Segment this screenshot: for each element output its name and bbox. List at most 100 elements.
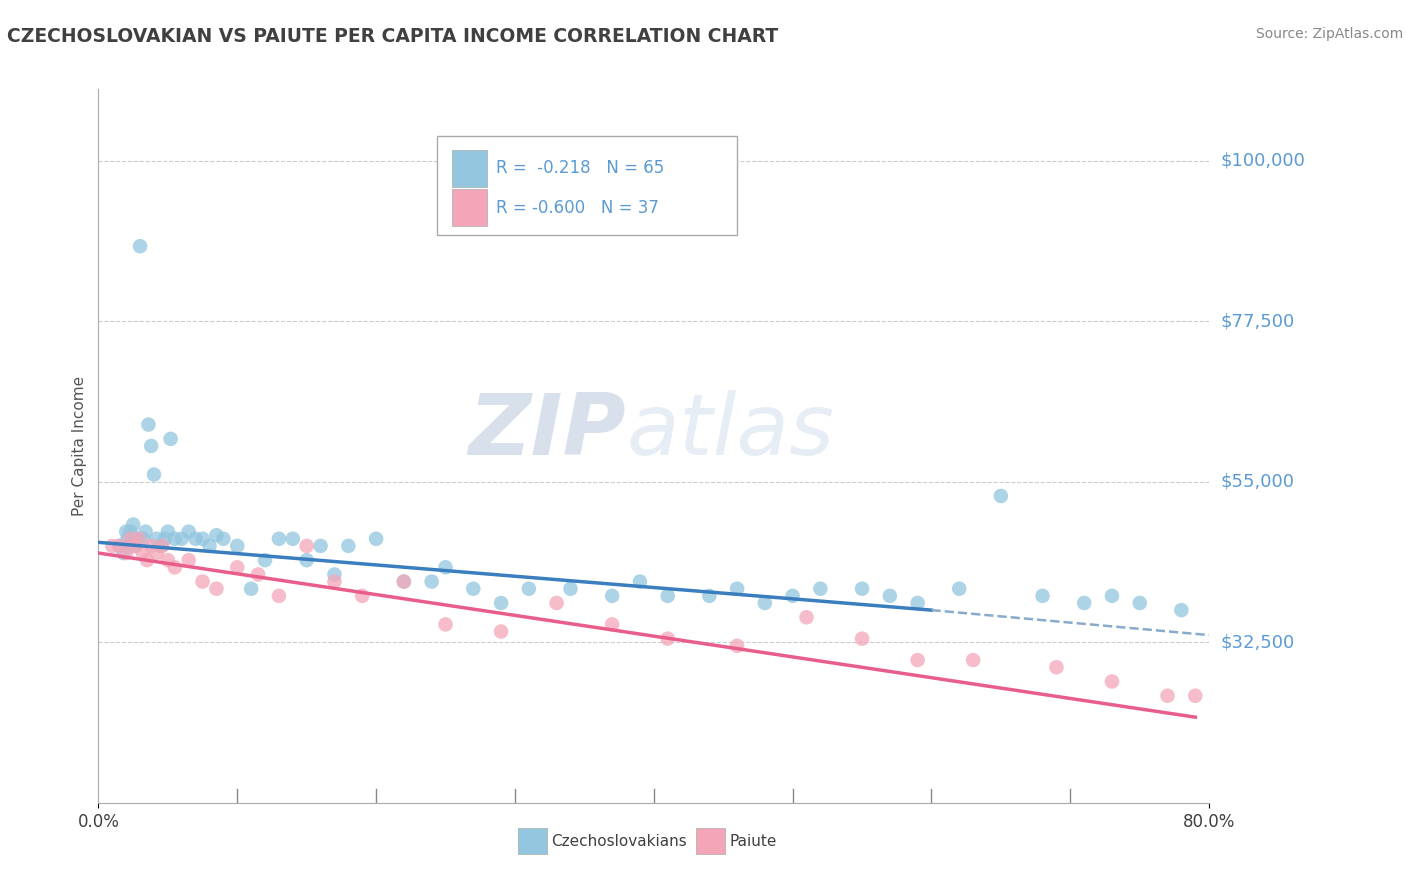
Point [1101, 674, 1123, 689]
Point [657, 632, 679, 646]
Point [1129, 596, 1152, 610]
Point [115, 524, 138, 539]
Point [125, 539, 148, 553]
Point [352, 589, 374, 603]
Text: CZECHOSLOVAKIAN VS PAIUTE PER CAPITA INCOME CORRELATION CHART: CZECHOSLOVAKIAN VS PAIUTE PER CAPITA INC… [7, 27, 779, 45]
Point [254, 553, 277, 567]
Point [156, 524, 179, 539]
Point [132, 546, 155, 560]
Point [156, 553, 179, 567]
Point [489, 624, 512, 639]
Point [810, 582, 832, 596]
Point [112, 546, 135, 560]
Point [323, 567, 346, 582]
Y-axis label: Per Capita Income: Per Capita Income [72, 376, 87, 516]
Point [247, 567, 270, 582]
Point [628, 574, 651, 589]
Point [149, 539, 172, 553]
FancyBboxPatch shape [451, 189, 486, 227]
Point [132, 532, 155, 546]
Point [1184, 689, 1206, 703]
Point [121, 532, 143, 546]
Point [141, 439, 163, 453]
Text: $55,000: $55,000 [1220, 473, 1295, 491]
Point [657, 589, 679, 603]
Point [366, 532, 388, 546]
Point [240, 582, 263, 596]
Point [115, 546, 138, 560]
Point [337, 539, 360, 553]
Point [108, 539, 131, 553]
Point [122, 517, 145, 532]
Point [851, 582, 873, 596]
Point [118, 539, 141, 553]
Point [145, 532, 167, 546]
Point [128, 532, 150, 546]
Text: Paiute: Paiute [730, 834, 776, 849]
Point [1032, 589, 1054, 603]
Text: Source: ZipAtlas.com: Source: ZipAtlas.com [1256, 27, 1403, 41]
Text: ZIP: ZIP [468, 390, 626, 474]
Point [463, 582, 485, 596]
Point [851, 632, 873, 646]
Point [420, 574, 443, 589]
Point [1073, 596, 1095, 610]
Point [546, 596, 568, 610]
Point [226, 560, 249, 574]
Point [127, 532, 149, 546]
Point [184, 532, 207, 546]
Point [159, 432, 181, 446]
Text: R =  -0.218   N = 65: R = -0.218 N = 65 [496, 160, 664, 178]
Point [392, 574, 415, 589]
Text: $100,000: $100,000 [1220, 152, 1305, 169]
Point [120, 524, 142, 539]
Point [191, 574, 214, 589]
Point [124, 532, 146, 546]
Point [143, 467, 166, 482]
Text: R = -0.600   N = 37: R = -0.600 N = 37 [496, 199, 659, 217]
Point [796, 610, 818, 624]
Point [198, 539, 221, 553]
Point [163, 532, 186, 546]
Point [135, 524, 157, 539]
Point [907, 596, 929, 610]
Point [725, 582, 748, 596]
Point [600, 589, 623, 603]
Point [124, 539, 146, 553]
Point [1170, 603, 1192, 617]
Point [141, 539, 163, 553]
Text: $32,500: $32,500 [1220, 633, 1295, 651]
Point [754, 596, 776, 610]
Point [1045, 660, 1067, 674]
Point [309, 539, 332, 553]
Point [600, 617, 623, 632]
Point [226, 539, 249, 553]
Point [1156, 689, 1178, 703]
Point [782, 589, 804, 603]
Point [267, 532, 290, 546]
Point [136, 553, 159, 567]
Point [948, 582, 970, 596]
Point [163, 560, 186, 574]
Point [129, 239, 152, 253]
Point [281, 532, 304, 546]
Point [101, 539, 124, 553]
FancyBboxPatch shape [451, 150, 486, 187]
Point [205, 582, 228, 596]
Point [725, 639, 748, 653]
Point [489, 596, 512, 610]
FancyBboxPatch shape [696, 829, 725, 855]
Point [879, 589, 901, 603]
Point [323, 574, 346, 589]
Point [177, 524, 200, 539]
Point [295, 539, 318, 553]
Text: Czechoslovakians: Czechoslovakians [551, 834, 688, 849]
Point [177, 553, 200, 567]
Point [170, 532, 193, 546]
Point [699, 589, 721, 603]
Text: $77,500: $77,500 [1220, 312, 1295, 330]
Point [990, 489, 1012, 503]
Point [117, 532, 139, 546]
Point [907, 653, 929, 667]
Point [150, 539, 173, 553]
